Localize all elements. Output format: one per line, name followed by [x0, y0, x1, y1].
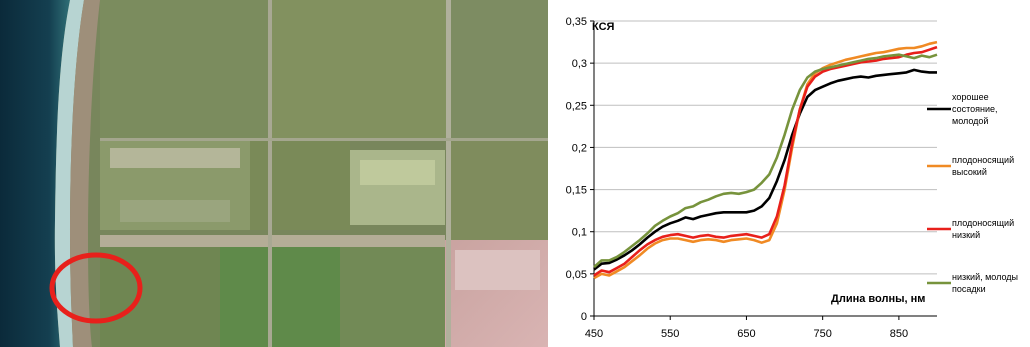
y-tick-label: 0,05: [566, 269, 587, 281]
y-tick-label: 0,2: [572, 142, 587, 154]
x-tick-label: 750: [813, 328, 831, 340]
y-tick-label: 0,3: [572, 58, 587, 70]
series-line-1: [593, 68, 937, 271]
x-tick-label: 550: [661, 328, 679, 340]
x-tick-label: 450: [585, 328, 603, 340]
chart-legend: хорошее состояние, молодой плодоносящий высо…: [927, 92, 1018, 294]
x-axis-ticks: 450 550 650 750 850: [585, 328, 908, 340]
legend-label-2: плодоносящий высокий: [952, 155, 1014, 177]
y-tick-label: 0,1: [572, 227, 587, 239]
series-line-2: [593, 40, 938, 280]
legend-label-4: низкий, молоды посадки: [952, 272, 1018, 294]
y-tick-label: 0,15: [566, 185, 587, 197]
x-tick-label: 650: [737, 328, 755, 340]
y-tick-label: 0,35: [566, 16, 587, 28]
legend-label-1: хорошее состояние, молодой: [952, 92, 998, 126]
reflectance-chart: 0 0,05 0,1 0,15 0,2 0,25 0,3 0,35 450 550 650 750 8…: [566, 16, 1018, 340]
satellite-image: [0, 0, 548, 347]
x-axis-label: Длина волны, нм: [831, 293, 925, 305]
chart-series: [593, 40, 938, 280]
y-axis-label: КСЯ: [592, 21, 615, 33]
x-tick-label: 850: [890, 328, 908, 340]
highlight-ellipse: [49, 252, 143, 324]
series-line-3: [593, 45, 938, 277]
chart-grid: [590, 20, 937, 320]
legend-label-3: плодоносящий низкий: [952, 218, 1014, 240]
y-axis-ticks: 0 0,05 0,1 0,15 0,2 0,25 0,3 0,35: [566, 16, 587, 323]
y-tick-label: 0,25: [566, 100, 587, 112]
y-tick-label: 0: [581, 311, 587, 323]
series-line-4: [593, 53, 938, 269]
